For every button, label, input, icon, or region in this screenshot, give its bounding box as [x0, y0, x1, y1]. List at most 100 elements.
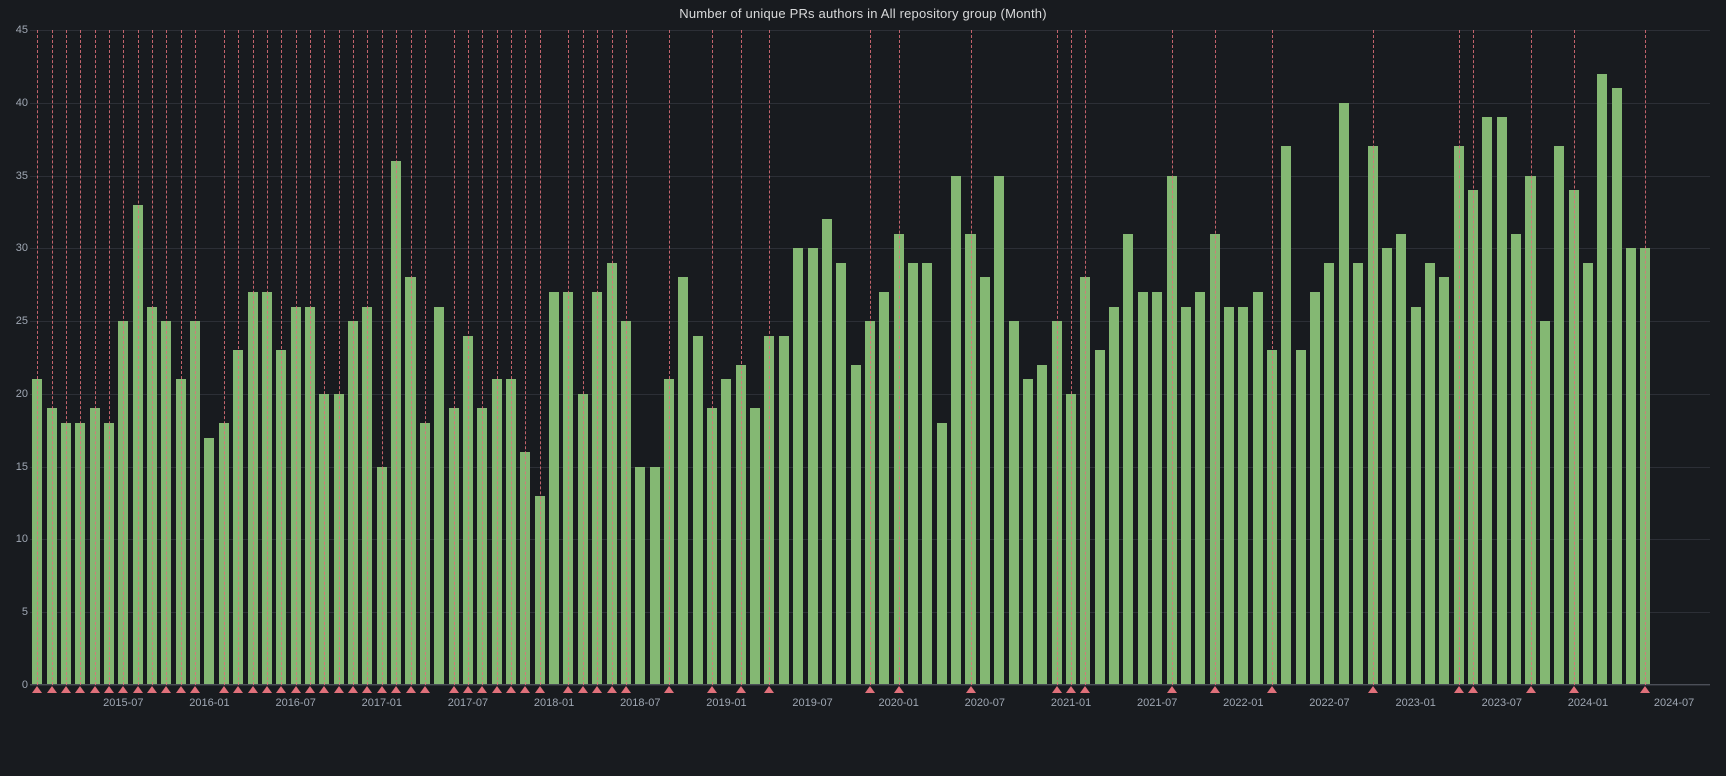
annotation-line-2016-10[interactable]	[339, 30, 340, 685]
annotation-line-2017-02[interactable]	[396, 30, 397, 685]
annotation-marker-2016-02[interactable]	[219, 686, 229, 693]
bar-column-2022-09[interactable]	[1351, 30, 1365, 685]
bar-column-2018-08[interactable]	[647, 30, 661, 685]
annotation-marker-2018-02[interactable]	[563, 686, 573, 693]
annotation-marker-2017-02[interactable]	[391, 686, 401, 693]
bar-column-2021-10[interactable]	[1193, 30, 1207, 685]
bar-column-2024-02[interactable]	[1595, 30, 1609, 685]
bar-column-2022-02[interactable]	[1251, 30, 1265, 685]
bar-2022-04[interactable]	[1281, 146, 1291, 685]
annotation-line-2015-04[interactable]	[80, 30, 81, 685]
bar-2018-08[interactable]	[650, 467, 660, 685]
annotation-marker-2015-01[interactable]	[32, 686, 42, 693]
annotation-line-2021-11[interactable]	[1215, 30, 1216, 685]
bar-2020-02[interactable]	[908, 263, 918, 685]
bar-2019-10[interactable]	[851, 365, 861, 685]
bar-2018-11[interactable]	[693, 336, 703, 685]
bar-column-2019-08[interactable]	[820, 30, 834, 685]
bar-column-2019-01[interactable]	[719, 30, 733, 685]
bar-2021-03[interactable]	[1095, 350, 1105, 685]
bar-column-2021-05[interactable]	[1121, 30, 1135, 685]
annotation-marker-2016-06[interactable]	[276, 686, 286, 693]
annotation-marker-2024-05[interactable]	[1640, 686, 1650, 693]
bar-2023-07[interactable]	[1497, 117, 1507, 685]
bar-column-2023-08[interactable]	[1509, 30, 1523, 685]
annotation-line-2016-05[interactable]	[267, 30, 268, 685]
bar-column-2018-07[interactable]	[633, 30, 647, 685]
bar-2019-05[interactable]	[779, 336, 789, 685]
annotation-marker-2020-06[interactable]	[966, 686, 976, 693]
bar-column-2020-03[interactable]	[920, 30, 934, 685]
bar-2023-03[interactable]	[1439, 277, 1449, 685]
annotation-line-2017-11[interactable]	[525, 30, 526, 685]
annotation-marker-2023-05[interactable]	[1468, 686, 1478, 693]
bar-2019-06[interactable]	[793, 248, 803, 685]
bar-column-2019-12[interactable]	[877, 30, 891, 685]
annotation-line-2017-01[interactable]	[382, 30, 383, 685]
annotation-marker-2015-05[interactable]	[90, 686, 100, 693]
bar-2019-09[interactable]	[836, 263, 846, 685]
annotation-line-2019-04[interactable]	[769, 30, 770, 685]
annotation-line-2016-11[interactable]	[353, 30, 354, 685]
bar-2022-12[interactable]	[1396, 234, 1406, 685]
bar-2023-08[interactable]	[1511, 234, 1521, 685]
annotation-line-2015-05[interactable]	[95, 30, 96, 685]
bar-column-2019-06[interactable]	[791, 30, 805, 685]
annotation-marker-2015-04[interactable]	[75, 686, 85, 693]
annotation-marker-2022-10[interactable]	[1368, 686, 1378, 693]
annotation-line-2015-09[interactable]	[152, 30, 153, 685]
bar-2023-10[interactable]	[1540, 321, 1550, 685]
annotation-marker-2018-04[interactable]	[592, 686, 602, 693]
annotation-marker-2023-12[interactable]	[1569, 686, 1579, 693]
bar-column-2022-05[interactable]	[1294, 30, 1308, 685]
annotation-marker-2017-07[interactable]	[463, 686, 473, 693]
bar-2024-04[interactable]	[1626, 248, 1636, 685]
annotation-marker-2022-03[interactable]	[1267, 686, 1277, 693]
bar-2022-08[interactable]	[1339, 103, 1349, 685]
annotation-line-2016-04[interactable]	[253, 30, 254, 685]
annotation-line-2018-12[interactable]	[712, 30, 713, 685]
annotation-marker-2018-03[interactable]	[578, 686, 588, 693]
bar-2022-11[interactable]	[1382, 248, 1392, 685]
bar-column-2023-07[interactable]	[1495, 30, 1509, 685]
annotation-marker-2018-09[interactable]	[664, 686, 674, 693]
annotation-marker-2017-12[interactable]	[535, 686, 545, 693]
annotation-marker-2023-09[interactable]	[1526, 686, 1536, 693]
annotation-marker-2018-05[interactable]	[607, 686, 617, 693]
annotation-marker-2023-04[interactable]	[1454, 686, 1464, 693]
bar-2021-06[interactable]	[1138, 292, 1148, 685]
annotation-line-2023-05[interactable]	[1473, 30, 1474, 685]
annotation-marker-2021-11[interactable]	[1210, 686, 1220, 693]
annotation-line-2015-02[interactable]	[52, 30, 53, 685]
bar-2021-05[interactable]	[1123, 234, 1133, 685]
annotation-line-2015-12[interactable]	[195, 30, 196, 685]
bar-column-2021-12[interactable]	[1222, 30, 1236, 685]
bar-2023-06[interactable]	[1482, 117, 1492, 685]
bar-column-2019-03[interactable]	[748, 30, 762, 685]
annotation-line-2015-06[interactable]	[109, 30, 110, 685]
bar-column-2021-07[interactable]	[1150, 30, 1164, 685]
bar-column-2023-02[interactable]	[1423, 30, 1437, 685]
annotation-line-2020-01[interactable]	[899, 30, 900, 685]
bar-2020-07[interactable]	[980, 277, 990, 685]
annotation-marker-2021-08[interactable]	[1167, 686, 1177, 693]
bar-2020-04[interactable]	[937, 423, 947, 685]
annotation-line-2017-03[interactable]	[411, 30, 412, 685]
bar-column-2024-01[interactable]	[1581, 30, 1595, 685]
annotation-marker-2015-09[interactable]	[147, 686, 157, 693]
annotation-marker-2019-11[interactable]	[865, 686, 875, 693]
annotation-line-2015-03[interactable]	[66, 30, 67, 685]
annotation-marker-2017-11[interactable]	[520, 686, 530, 693]
bar-2022-09[interactable]	[1353, 263, 1363, 685]
annotation-marker-2019-02[interactable]	[736, 686, 746, 693]
bar-2021-09[interactable]	[1181, 307, 1191, 685]
bar-column-2023-11[interactable]	[1552, 30, 1566, 685]
annotation-marker-2020-01[interactable]	[894, 686, 904, 693]
bar-2021-10[interactable]	[1195, 292, 1205, 685]
bar-2022-06[interactable]	[1310, 292, 1320, 685]
bar-column-2020-05[interactable]	[949, 30, 963, 685]
bar-column-2022-01[interactable]	[1236, 30, 1250, 685]
annotation-marker-2016-12[interactable]	[362, 686, 372, 693]
annotation-line-2015-07[interactable]	[123, 30, 124, 685]
bar-column-2020-10[interactable]	[1021, 30, 1035, 685]
